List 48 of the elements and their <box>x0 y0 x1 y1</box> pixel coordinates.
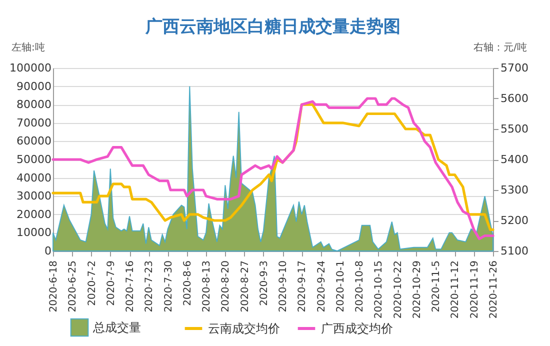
x-tick-label: 2020-7-16 <box>125 260 136 312</box>
x-tick-label: 2020-8-27 <box>240 260 251 312</box>
x-tick-label: 2020-8-6 <box>182 260 194 306</box>
y-tick-label: 30000 <box>16 190 52 203</box>
x-tick-label: 2020-10-15 <box>374 260 385 319</box>
y2-tick-label: 5100 <box>500 244 528 258</box>
x-tick-label: 2020-11-5 <box>431 260 442 312</box>
y2-tick-label: 5200 <box>500 214 528 227</box>
y-axis-title: 左轴:吨 <box>12 42 45 54</box>
x-tick-label: 2020-7-9 <box>106 260 117 306</box>
x-tick-label: 2020-7-30 <box>163 260 174 312</box>
y-tick-label: 90000 <box>16 80 52 93</box>
x-tick-label: 2020-11-12 <box>450 260 462 319</box>
x-tick-label: 2020-10-1 <box>335 260 346 312</box>
y-tick-label: 20000 <box>16 208 52 221</box>
legend-label: 总成交量 <box>92 320 141 334</box>
chart-title: 广西云南地区白糖日成交量走势图 <box>144 17 400 37</box>
y-tick-label: 70000 <box>16 116 52 130</box>
y2-tick-label: 5300 <box>500 184 528 196</box>
x-tick-label: 2020-9-3 <box>258 260 270 306</box>
x-tick-label: 2020-10-29 <box>412 260 423 319</box>
y-tick-label: 100000 <box>10 62 52 74</box>
x-tick-label: 2020-10-22 <box>392 260 404 319</box>
y2-tick-label: 5500 <box>500 122 528 136</box>
y2-tick-label: 5700 <box>500 62 528 74</box>
legend-label: 云南成交均价 <box>208 322 280 336</box>
x-tick-label: 2020-6-25 <box>68 260 79 312</box>
x-tick-label: 2020-11-26 <box>488 260 500 319</box>
x-tick-label: 2020-9-24 <box>316 260 328 312</box>
y-tick-label: 40000 <box>16 171 52 184</box>
y2-axis-title: 右轴：元/吨 <box>474 42 527 54</box>
y-tick-label: 0 <box>44 244 52 258</box>
x-tick-label: 2020-10-8 <box>354 260 366 312</box>
x-tick-label: 2020-8-20 <box>220 260 232 312</box>
x-tick-label: 2020-9-10 <box>278 260 290 312</box>
x-tick-label: 2020-9-17 <box>297 260 308 312</box>
y-tick-label: 10000 <box>16 226 52 240</box>
y2-tick-label: 5600 <box>500 92 528 105</box>
x-tick-label: 2020-7-23 <box>144 260 156 312</box>
y-tick-label: 60000 <box>16 134 52 148</box>
legend-label: 广西成交均价 <box>321 322 393 336</box>
x-tick-label: 2020-8-13 <box>202 260 213 312</box>
x-tick-label: 2020-6-18 <box>48 260 60 312</box>
y2-tick-label: 5400 <box>500 153 528 166</box>
x-tick-label: 2020-11-19 <box>469 260 480 319</box>
y-tick-label: 80000 <box>16 98 52 112</box>
x-tick-label: 2020-7-2 <box>86 260 98 306</box>
y-tick-label: 50000 <box>16 153 52 166</box>
